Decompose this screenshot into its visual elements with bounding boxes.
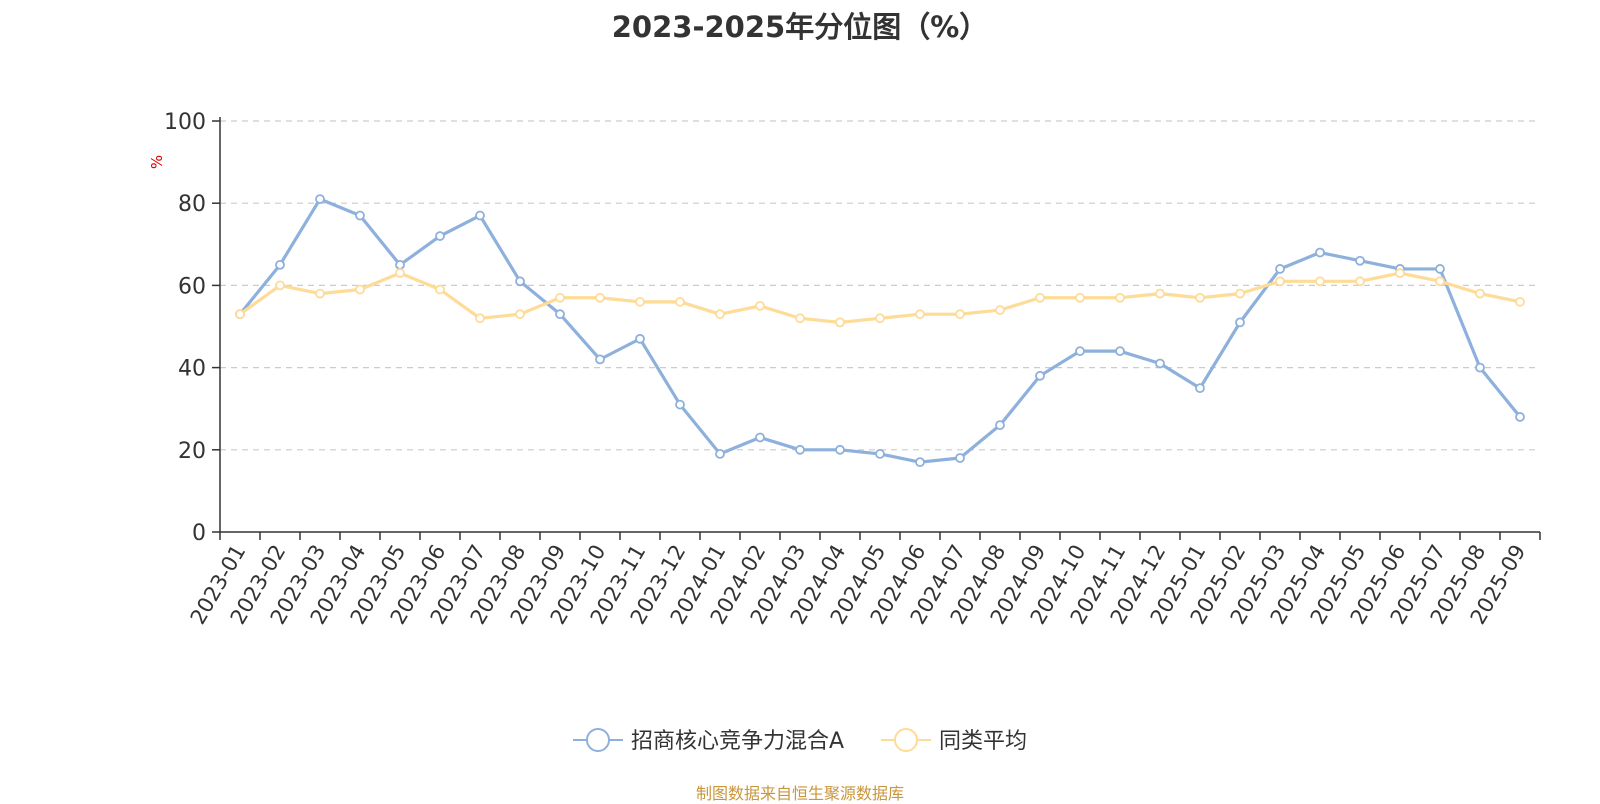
- data-point: [955, 453, 965, 463]
- data-point: [995, 305, 1005, 315]
- series-1: [235, 194, 1525, 468]
- data-point: [675, 399, 685, 410]
- series-2: [235, 268, 1525, 328]
- data-point: [475, 210, 485, 221]
- data-point: [635, 333, 645, 344]
- legend-label: 招商核心竞争力混合A: [631, 729, 844, 754]
- legend: 招商核心竞争力混合A 同类平均: [573, 728, 1027, 754]
- data-point: [1035, 370, 1045, 381]
- data-point: [515, 276, 525, 287]
- y-tick-label: 100: [164, 110, 206, 135]
- data-point: [675, 296, 685, 307]
- data-point: [755, 301, 765, 311]
- data-point: [595, 354, 605, 365]
- data-point: [475, 313, 485, 324]
- data-point: [395, 259, 405, 270]
- data-point: [915, 457, 925, 468]
- data-point: [875, 449, 885, 459]
- y-tick-label: 0: [192, 521, 206, 546]
- data-point: [275, 259, 285, 270]
- legend-label: 同类平均: [939, 729, 1027, 754]
- legend-item: 招商核心竞争力混合A: [573, 728, 844, 754]
- data-point: [835, 444, 845, 455]
- data-point: [1315, 276, 1325, 287]
- data-point: [1315, 247, 1325, 258]
- data-point: [1475, 288, 1485, 299]
- data-point: [995, 420, 1005, 431]
- series-lines: [235, 194, 1525, 468]
- y-tick-label: 40: [178, 357, 206, 382]
- data-point: [1275, 276, 1285, 287]
- series-line: [238, 197, 1522, 464]
- data-point: [1075, 346, 1085, 357]
- legend-item: 同类平均: [881, 728, 1027, 754]
- data-point: [435, 284, 445, 295]
- data-point: [355, 284, 365, 295]
- data-point: [1355, 276, 1365, 287]
- data-point: [1195, 383, 1205, 394]
- data-point: [875, 313, 885, 324]
- data-point: [1515, 412, 1525, 422]
- y-axis-label: %: [148, 155, 166, 169]
- data-point: [1035, 292, 1045, 303]
- data-point: [1075, 292, 1085, 303]
- data-point: [755, 432, 765, 443]
- data-point: [1195, 292, 1205, 303]
- data-point: [1515, 296, 1525, 307]
- data-point: [315, 288, 325, 299]
- y-tick-label: 80: [178, 192, 206, 217]
- y-tick-label: 60: [178, 274, 206, 299]
- data-point: [275, 280, 285, 291]
- data-point: [635, 296, 645, 307]
- data-point: [395, 268, 405, 278]
- data-point: [835, 317, 845, 328]
- y-tick-label: 20: [178, 439, 206, 464]
- data-point: [715, 449, 725, 459]
- data-point: [1235, 317, 1245, 328]
- data-point: [955, 309, 965, 320]
- data-point: [1355, 255, 1365, 266]
- source-note: 制图数据来自恒生聚源数据库: [695, 784, 904, 803]
- data-point: [795, 444, 805, 455]
- data-point: [1155, 288, 1165, 299]
- data-point: [1275, 264, 1285, 274]
- data-point: [355, 210, 365, 221]
- data-point: [1435, 276, 1445, 287]
- data-point: [595, 292, 605, 303]
- chart-title: 2023-2025年分位图（%）: [611, 10, 989, 44]
- legend-swatch-marker: [894, 728, 918, 752]
- data-point: [1475, 362, 1485, 373]
- data-point: [315, 194, 325, 204]
- data-point: [1235, 288, 1245, 299]
- data-point: [795, 313, 805, 324]
- data-point: [915, 309, 925, 320]
- data-point: [1435, 264, 1445, 274]
- legend-swatch-marker: [586, 728, 610, 752]
- data-point: [1395, 268, 1405, 278]
- data-point: [515, 309, 525, 320]
- data-point: [1155, 358, 1165, 369]
- data-point: [435, 231, 445, 241]
- data-point: [1115, 346, 1125, 357]
- grid-lines: [220, 120, 1540, 451]
- data-point: [715, 309, 725, 320]
- axes: 020406080100%2023-012023-022023-032023-0…: [148, 110, 1541, 628]
- data-point: [235, 309, 245, 320]
- data-point: [1115, 292, 1125, 303]
- data-point: [555, 292, 565, 303]
- data-point: [555, 309, 565, 320]
